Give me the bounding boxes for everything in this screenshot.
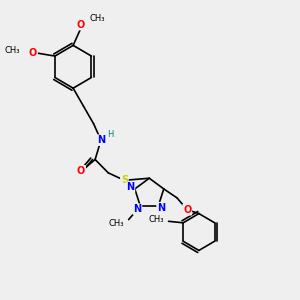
Text: O: O — [76, 20, 85, 30]
Text: CH₃: CH₃ — [148, 215, 164, 224]
Text: CH₃: CH₃ — [89, 14, 105, 23]
Text: N: N — [97, 135, 105, 145]
Text: N: N — [133, 204, 142, 214]
Text: N: N — [126, 182, 134, 192]
Text: O: O — [29, 48, 37, 58]
Text: N: N — [157, 203, 165, 213]
Text: CH₃: CH₃ — [4, 46, 20, 55]
Text: O: O — [183, 205, 191, 215]
Text: CH₃: CH₃ — [109, 219, 124, 228]
Text: S: S — [121, 175, 128, 185]
Text: H: H — [107, 130, 113, 139]
Text: O: O — [77, 166, 85, 176]
